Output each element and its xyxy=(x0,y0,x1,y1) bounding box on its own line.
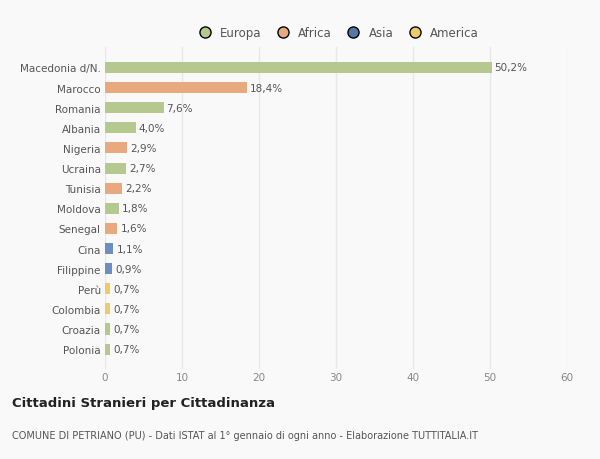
Bar xyxy=(105,304,110,315)
Text: Cittadini Stranieri per Cittadinanza: Cittadini Stranieri per Cittadinanza xyxy=(12,396,275,409)
Bar xyxy=(105,243,113,255)
Text: 1,6%: 1,6% xyxy=(121,224,147,234)
Bar xyxy=(105,143,127,154)
Text: 1,8%: 1,8% xyxy=(122,204,148,214)
Bar xyxy=(105,123,136,134)
Bar xyxy=(105,203,119,214)
Legend: Europa, Africa, Asia, America: Europa, Africa, Asia, America xyxy=(188,22,484,45)
Bar xyxy=(105,183,122,194)
Bar xyxy=(105,83,247,94)
Bar xyxy=(105,324,110,335)
Text: 2,2%: 2,2% xyxy=(125,184,152,194)
Text: 2,7%: 2,7% xyxy=(129,164,155,174)
Text: 0,9%: 0,9% xyxy=(115,264,142,274)
Text: 7,6%: 7,6% xyxy=(167,103,193,113)
Bar xyxy=(105,263,112,274)
Text: 0,7%: 0,7% xyxy=(113,304,140,314)
Bar xyxy=(105,163,126,174)
Text: 1,1%: 1,1% xyxy=(116,244,143,254)
Text: 18,4%: 18,4% xyxy=(250,84,283,93)
Bar xyxy=(105,284,110,295)
Text: 50,2%: 50,2% xyxy=(494,63,527,73)
Text: 0,7%: 0,7% xyxy=(113,325,140,334)
Text: 0,7%: 0,7% xyxy=(113,284,140,294)
Bar xyxy=(105,344,110,355)
Text: 0,7%: 0,7% xyxy=(113,344,140,354)
Text: COMUNE DI PETRIANO (PU) - Dati ISTAT al 1° gennaio di ogni anno - Elaborazione T: COMUNE DI PETRIANO (PU) - Dati ISTAT al … xyxy=(12,431,478,440)
Bar xyxy=(105,103,164,114)
Text: 4,0%: 4,0% xyxy=(139,123,165,134)
Bar xyxy=(105,63,491,74)
Text: 2,9%: 2,9% xyxy=(130,144,157,154)
Bar xyxy=(105,224,118,235)
